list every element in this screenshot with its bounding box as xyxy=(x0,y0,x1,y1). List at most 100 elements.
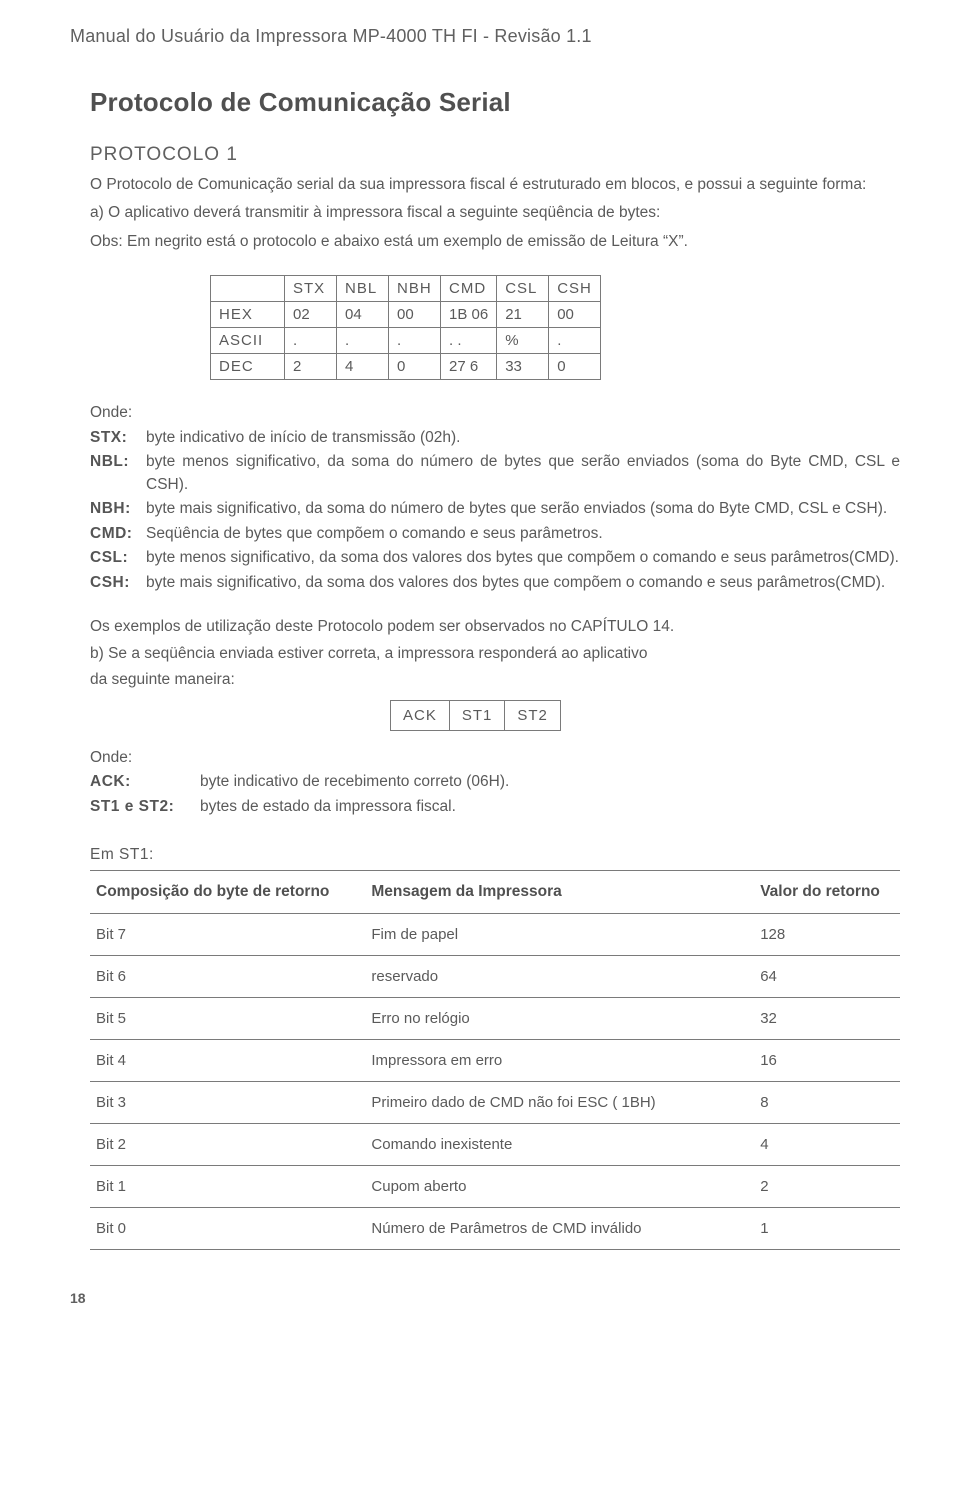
followup-0: Os exemplos de utilização deste Protocol… xyxy=(90,616,900,638)
col-csh: CSH xyxy=(549,276,601,302)
section-title: Protocolo de Comunicação Serial xyxy=(90,87,900,118)
def-desc: byte menos significativo, da soma do núm… xyxy=(146,451,900,496)
cell: Fim de papel xyxy=(365,913,754,955)
cell: . xyxy=(389,328,441,354)
def-term: NBL: xyxy=(90,451,146,496)
cell: . xyxy=(337,328,389,354)
st1-label: Em ST1: xyxy=(90,846,900,864)
def-csh: CSH: byte mais significativo, da soma do… xyxy=(90,572,900,594)
cell: 4 xyxy=(754,1123,900,1165)
cell: reservado xyxy=(365,955,754,997)
st1-h1: Mensagem da Impressora xyxy=(365,870,754,913)
st1-table: Composição do byte de retorno Mensagem d… xyxy=(90,870,900,1250)
def-desc: Seqüência de bytes que compõem o comando… xyxy=(146,523,900,545)
def-desc: byte indicativo de início de transmissão… xyxy=(146,427,900,449)
cell: Bit 2 xyxy=(90,1123,365,1165)
st1-h0: Composição do byte de retorno xyxy=(90,870,365,913)
cell: 2 xyxy=(285,354,337,380)
cell: 64 xyxy=(754,955,900,997)
cell: 00 xyxy=(549,302,601,328)
row-label-hex: HEX xyxy=(211,302,285,328)
col-stx: STX xyxy=(285,276,337,302)
ack-definitions: Onde: ACK: byte indicativo de recebiment… xyxy=(90,747,900,818)
cell: 1 xyxy=(754,1207,900,1249)
ack-table: ACK ST1 ST2 xyxy=(390,700,561,731)
protocol-header-row: STX NBL NBH CMD CSL CSH xyxy=(211,276,601,302)
def-csl: CSL: byte menos significativo, da soma d… xyxy=(90,547,900,569)
intro-line-1: a) O aplicativo deverá transmitir à impr… xyxy=(90,202,900,224)
cell: 0 xyxy=(389,354,441,380)
followup-1: b) Se a seqüência enviada estiver corret… xyxy=(90,643,900,665)
cell: Bit 7 xyxy=(90,913,365,955)
protocol-table: STX NBL NBH CMD CSL CSH HEX 02 04 00 1B … xyxy=(210,275,601,380)
ack-row: ACK ST1 ST2 xyxy=(391,700,561,730)
ack-cell-1: ST1 xyxy=(449,700,505,730)
intro-line-2: Obs: Em negrito está o protocolo e abaix… xyxy=(90,231,900,253)
protocol-row-dec: DEC 2 4 0 27 6 33 0 xyxy=(211,354,601,380)
st1-row: Bit 3Primeiro dado de CMD não foi ESC ( … xyxy=(90,1081,900,1123)
def-term: CSL: xyxy=(90,547,146,569)
def-ack: ACK: byte indicativo de recebimento corr… xyxy=(90,771,900,793)
def-desc: byte indicativo de recebimento correto (… xyxy=(200,771,900,793)
cell: Bit 6 xyxy=(90,955,365,997)
cell: 32 xyxy=(754,997,900,1039)
cell: . xyxy=(549,328,601,354)
st1-row: Bit 2Comando inexistente4 xyxy=(90,1123,900,1165)
def-term: CSH: xyxy=(90,572,146,594)
cell: 21 xyxy=(497,302,549,328)
cell: Número de Parâmetros de CMD inválido xyxy=(365,1207,754,1249)
def-desc: byte menos significativo, da soma dos va… xyxy=(146,547,900,569)
ack-cell-0: ACK xyxy=(391,700,450,730)
st1-h2: Valor do retorno xyxy=(754,870,900,913)
protocol-row-ascii: ASCII . . . . . % . xyxy=(211,328,601,354)
onde-term: Onde: xyxy=(90,402,146,424)
cell: . . xyxy=(441,328,497,354)
def-desc: bytes de estado da impressora fiscal. xyxy=(200,796,900,818)
document-header: Manual do Usuário da Impressora MP-4000 … xyxy=(70,26,900,47)
intro-line-0: O Protocolo de Comunicação serial da sua… xyxy=(90,174,900,196)
document-page: Manual do Usuário da Impressora MP-4000 … xyxy=(0,0,960,1336)
protocol-table-wrap: STX NBL NBH CMD CSL CSH HEX 02 04 00 1B … xyxy=(210,275,900,380)
onde-label: Onde: xyxy=(90,402,900,424)
def-nbl: NBL: byte menos significativo, da soma d… xyxy=(90,451,900,496)
cell: Bit 4 xyxy=(90,1039,365,1081)
cell: 128 xyxy=(754,913,900,955)
cell: Cupom aberto xyxy=(365,1165,754,1207)
col-cmd: CMD xyxy=(441,276,497,302)
page-number: 18 xyxy=(70,1290,900,1306)
followup-2: da seguinte maneira: xyxy=(90,669,900,691)
cell: 4 xyxy=(337,354,389,380)
st1-row: Bit 7Fim de papel128 xyxy=(90,913,900,955)
cell: 1B 06 xyxy=(441,302,497,328)
ack-table-wrap: ACK ST1 ST2 xyxy=(390,700,900,731)
st1-header-row: Composição do byte de retorno Mensagem d… xyxy=(90,870,900,913)
cell: 16 xyxy=(754,1039,900,1081)
cell: Impressora em erro xyxy=(365,1039,754,1081)
onde-label-2: Onde: xyxy=(90,747,900,769)
cell: 0 xyxy=(549,354,601,380)
cell: 00 xyxy=(389,302,441,328)
cell: 8 xyxy=(754,1081,900,1123)
cell: Comando inexistente xyxy=(365,1123,754,1165)
def-term: ST1 e ST2: xyxy=(90,796,200,818)
def-cmd: CMD: Seqüência de bytes que compõem o co… xyxy=(90,523,900,545)
cell: 02 xyxy=(285,302,337,328)
content-area: Protocolo de Comunicação Serial PROTOCOL… xyxy=(70,87,900,1250)
def-term: ACK: xyxy=(90,771,200,793)
def-term: NBH: xyxy=(90,498,146,520)
def-desc: byte mais significativo, da soma dos val… xyxy=(146,572,900,594)
ack-cell-2: ST2 xyxy=(505,700,561,730)
col-nbh: NBH xyxy=(389,276,441,302)
def-desc: byte mais significativo, da soma do núme… xyxy=(146,498,900,520)
st1-row: Bit 0Número de Parâmetros de CMD inválid… xyxy=(90,1207,900,1249)
cell: 27 6 xyxy=(441,354,497,380)
col-csl: CSL xyxy=(497,276,549,302)
col-nbl: NBL xyxy=(337,276,389,302)
cell: 2 xyxy=(754,1165,900,1207)
cell: Bit 1 xyxy=(90,1165,365,1207)
def-st1st2: ST1 e ST2: bytes de estado da impressora… xyxy=(90,796,900,818)
st1-row: Bit 6reservado64 xyxy=(90,955,900,997)
row-label-dec: DEC xyxy=(211,354,285,380)
subsection-title: PROTOCOLO 1 xyxy=(90,144,900,166)
def-nbh: NBH: byte mais significativo, da soma do… xyxy=(90,498,900,520)
